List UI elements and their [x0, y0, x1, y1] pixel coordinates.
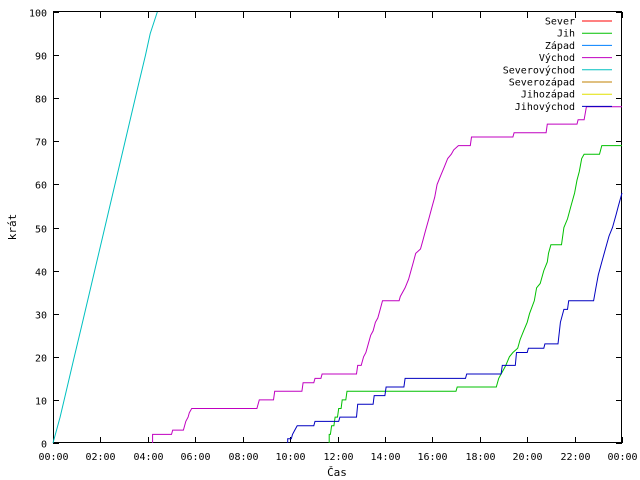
y-tick-label: 0: [41, 440, 47, 451]
x-tick-label: 12:00: [323, 452, 353, 463]
x-tick-label: 16:00: [417, 452, 447, 463]
y-tick-label: 60: [35, 181, 47, 192]
legend-label-jihovychod: Jihovýchod: [515, 101, 575, 113]
y-tick-label: 80: [35, 95, 47, 106]
x-tick-label: 18:00: [465, 452, 495, 463]
x-tick-label: 22:00: [560, 452, 590, 463]
x-axis: 00:00 02:00 04:00 06:00 08:00 10:00 12:00 14:00…: [38, 12, 638, 463]
legend-label-severozapad: Severozápad: [509, 77, 575, 89]
y-tick-label: 70: [35, 138, 47, 149]
y-axis: 0 10 20 30 40 50 60 70 80 90 100: [29, 9, 622, 451]
y-tick-label: 100: [29, 9, 47, 20]
x-axis-label: Čas: [327, 466, 347, 479]
legend-label-jihozapad: Jihozápad: [521, 89, 575, 101]
x-tick-label: 04:00: [133, 452, 163, 463]
legend: SeverJihZápadVýchodSeverovýchodSeverozáp…: [503, 17, 612, 113]
y-tick-label: 10: [35, 397, 47, 408]
x-tick-label: 10:00: [275, 452, 305, 463]
series-lines: [52, 11, 623, 444]
x-tick-label: 14:00: [370, 452, 400, 463]
x-tick-label: 02:00: [85, 452, 115, 463]
x-tick-label: 08:00: [228, 452, 258, 463]
legend-label-sever: Sever: [545, 17, 575, 28]
legend-label-jih: Jih: [557, 29, 575, 40]
x-tick-label: 00:00: [607, 452, 637, 463]
legend-label-zapad: Západ: [545, 40, 575, 52]
x-tick-label: 06:00: [180, 452, 210, 463]
y-tick-label: 30: [35, 311, 47, 322]
series-line-severovychod: [52, 11, 158, 444]
y-tick-label: 20: [35, 354, 47, 365]
series-line-jihovychod: [287, 192, 623, 443]
y-tick-label: 40: [35, 268, 47, 279]
legend-label-severovychod: Severovýchod: [503, 64, 575, 76]
legend-label-vychod: Východ: [539, 52, 575, 64]
x-tick-label: 20:00: [512, 452, 542, 463]
y-axis-label: krát: [6, 214, 19, 241]
series-line-vychod: [152, 106, 622, 443]
y-tick-label: 50: [35, 225, 47, 236]
plot-frame: [53, 11, 622, 443]
x-tick-label: 00:00: [38, 452, 68, 463]
y-tick-label: 90: [35, 52, 47, 63]
series-line-jih: [328, 145, 622, 443]
